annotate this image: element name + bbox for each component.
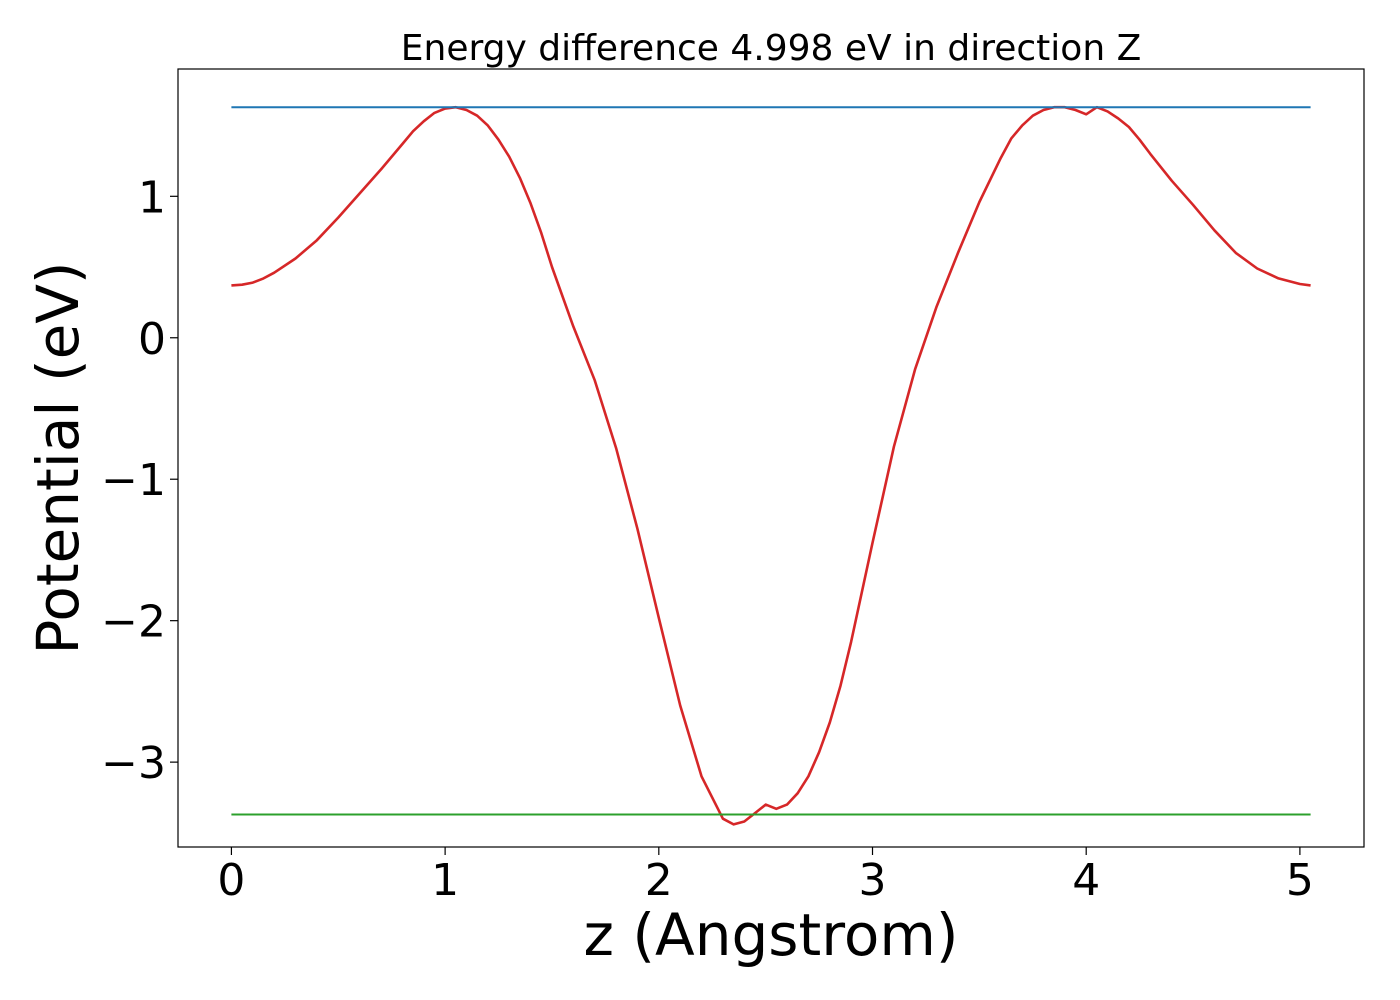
y-axis-ticks: −3 −2 −1 0 1	[101, 172, 178, 789]
plot-frame	[177, 68, 1365, 848]
chart-title: Energy difference 4.998 eV in direction …	[401, 28, 1142, 69]
x-axis-ticks: 0 1 2 3 4 5	[217, 847, 1314, 906]
y-tick-label: −2	[101, 597, 166, 648]
y-tick-label: −3	[101, 738, 166, 789]
y-tick-label: 0	[138, 314, 166, 365]
series-line-0	[231, 105, 1311, 826]
x-tick-label: 3	[859, 855, 887, 906]
x-tick-label: 2	[645, 855, 673, 906]
series-layer	[231, 105, 1311, 826]
x-tick-label: 0	[217, 855, 245, 906]
x-tick-label: 5	[1286, 855, 1314, 906]
x-axis-label: z (Angstrom)	[584, 901, 959, 969]
x-tick-label: 4	[1072, 855, 1100, 906]
y-axis-label: Potential (eV)	[24, 261, 92, 654]
y-tick-label: −1	[101, 455, 166, 506]
x-tick-label: 1	[431, 855, 459, 906]
y-tick-label: 1	[138, 172, 166, 223]
